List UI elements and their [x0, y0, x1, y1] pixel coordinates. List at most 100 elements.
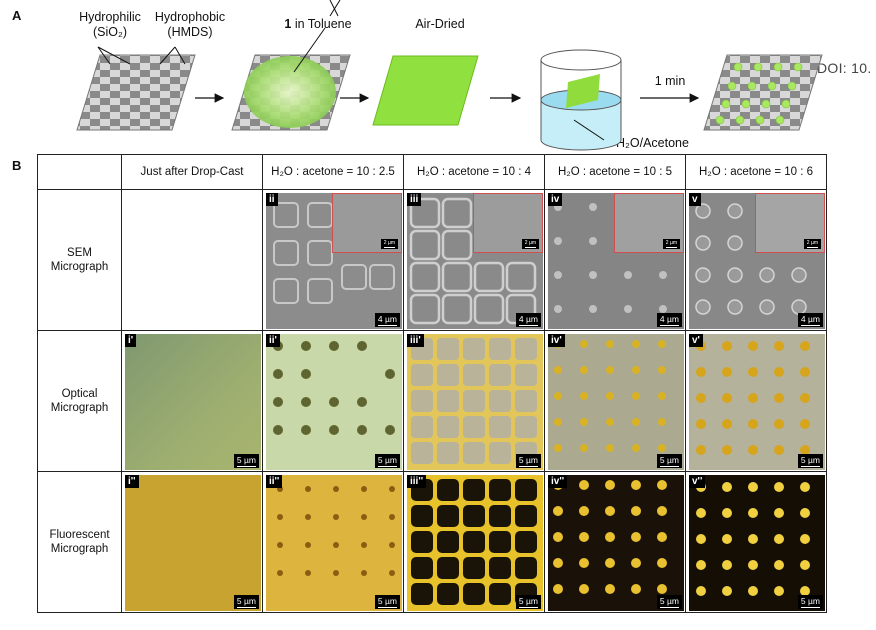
scale-bar: 5 µm [374, 453, 400, 468]
sem-cell-iii: 2 µm iii 4 µm [403, 189, 545, 331]
sem-inset-iii: 2 µm [473, 193, 543, 253]
scale-bar: 4 µm [797, 312, 823, 327]
panel-tag-iii-dprime: iii'' [407, 475, 427, 488]
optical-row: Optical Micrograph i' 5 µm ii' 5 µm [37, 330, 827, 472]
optical-row-title: Optical Micrograph [37, 330, 122, 472]
hydrophobic-pointer [159, 46, 176, 65]
sem-cell-i [121, 189, 263, 331]
toluene-text: in Toluene [291, 17, 352, 31]
col-header-ratio-6: H₂O : acetone = 10 : 6 [685, 154, 827, 190]
sem-row-title: SEM Micrograph [37, 189, 122, 331]
row-title-line1: Optical [61, 388, 98, 400]
scale-bar: 4 µm [656, 312, 682, 327]
inset-scale-bar: 2 µm [380, 238, 398, 249]
optical-cell-v: v' 5 µm [685, 330, 827, 472]
corner-cell [37, 154, 122, 190]
optical-image-v [689, 334, 825, 470]
panel-tag-v-prime: v' [689, 334, 703, 347]
panel-tag-v: v [689, 193, 701, 206]
sio2-text: (SiO₂) [92, 25, 127, 39]
panel-a-schematic [76, 0, 823, 151]
scale-bar: 5 µm [656, 453, 682, 468]
sem-image-iv: 2 µm [548, 193, 684, 329]
sem-image-iii: 2 µm [407, 193, 543, 329]
scale-bar: 5 µm [797, 453, 823, 468]
sem-image-ii: 2 µm [266, 193, 402, 329]
optical-image-i [125, 334, 261, 470]
col-header-ratio-2-5: H₂O : acetone = 10 : 2.5 [262, 154, 404, 190]
fluor-cell-ii: ii'' 5 µm [262, 471, 404, 613]
fluorescent-row-title: Fluorescent Micrograph [37, 471, 122, 613]
inset-scale-bar: 2 µm [521, 238, 539, 249]
hydrophilic-pointer-2 [97, 46, 131, 65]
sem-image-v: 2 µm [689, 193, 825, 329]
row-title-line1: Fluorescent [49, 529, 110, 541]
fluor-cell-iii: iii'' 5 µm [403, 471, 545, 613]
substrate-airdried [372, 55, 479, 126]
row-title-line2: Micrograph [50, 261, 109, 273]
hydrophilic-label: Hydrophilic (SiO₂) [70, 10, 150, 40]
row-title-line2: Micrograph [50, 402, 109, 414]
sem-cell-iv: 2 µm iv 4 µm [544, 189, 686, 331]
fluor-image-i [125, 475, 261, 611]
doi-text: DOI: 10. [817, 60, 872, 76]
sem-inset-iv: 2 µm [614, 193, 684, 253]
optical-image-ii [266, 334, 402, 470]
fluorescent-row: Fluorescent Micrograph i'' 5 µm ii'' 5 µ… [37, 471, 827, 613]
optical-cell-iv: iv' 5 µm [544, 330, 686, 472]
microsphere-array [715, 62, 803, 125]
panel-b-letter: B [12, 158, 22, 173]
row-title-line2: Micrograph [50, 543, 109, 555]
fluor-cell-v: v'' 5 µm [685, 471, 827, 613]
panel-tag-iv-dprime: iv'' [548, 475, 568, 488]
scale-bar: 5 µm [656, 594, 682, 609]
compound-number: 1 [284, 17, 292, 31]
toluene-drop [244, 56, 336, 128]
optical-cell-iii: iii' 5 µm [403, 330, 545, 472]
row-title-line1: SEM [67, 247, 92, 259]
substrate-bare [76, 54, 196, 131]
time-label: 1 min [654, 74, 686, 88]
col-header-ratio-4: H₂O : acetone = 10 : 4 [403, 154, 545, 190]
pipette-icon-2 [329, 0, 341, 17]
panel-tag-iii: iii [407, 193, 422, 206]
hydrophobic-label: Hydrophobic (HMDS) [148, 10, 232, 40]
hydrophilic-text: Hydrophilic [79, 10, 141, 24]
scale-bar: 4 µm [374, 312, 400, 327]
optical-image-iii [407, 334, 543, 470]
sem-row: SEM Micrograph 2 µm ii 4 µm 2 µ [37, 189, 827, 331]
col-header-ratio-5: H₂O : acetone = 10 : 5 [544, 154, 686, 190]
hmds-text: (HMDS) [167, 25, 213, 39]
fluor-image-v [689, 475, 825, 611]
panel-tag-i-dprime: i'' [125, 475, 139, 488]
panel-tag-iii-prime: iii' [407, 334, 424, 347]
optical-image-iv [548, 334, 684, 470]
col-header-dropcast: Just after Drop-Cast [121, 154, 263, 190]
substrate-patterned [703, 54, 823, 131]
fluor-image-ii [266, 475, 402, 611]
hydrophilic-pointer [97, 46, 111, 65]
scale-bar: 4 µm [515, 312, 541, 327]
panel-tag-v-dprime: v'' [689, 475, 706, 488]
inset-scale-bar: 2 µm [662, 238, 680, 249]
sem-cell-v: 2 µm v 4 µm [685, 189, 827, 331]
panel-tag-ii-prime: ii' [266, 334, 280, 347]
scale-bar: 5 µm [797, 594, 823, 609]
scale-bar: 5 µm [515, 594, 541, 609]
hydrophobic-pointer-2 [174, 46, 186, 65]
pipette-icon [329, 0, 339, 17]
sem-cell-ii: 2 µm ii 4 µm [262, 189, 404, 331]
optical-cell-ii: ii' 5 µm [262, 330, 404, 472]
micrograph-table: Just after Drop-Cast H₂O : acetone = 10 … [37, 154, 827, 613]
optical-cell-i: i' 5 µm [121, 330, 263, 472]
panel-tag-i-prime: i' [125, 334, 137, 347]
fluor-cell-i: i'' 5 µm [121, 471, 263, 613]
scale-bar: 5 µm [515, 453, 541, 468]
sem-inset-ii: 2 µm [332, 193, 402, 253]
scale-bar: 5 µm [374, 594, 400, 609]
panel-tag-ii-dprime: ii'' [266, 475, 283, 488]
fluor-cell-iv: iv'' 5 µm [544, 471, 686, 613]
panel-tag-iv-prime: iv' [548, 334, 565, 347]
hydrophobic-text: Hydrophobic [154, 10, 226, 24]
panel-tag-iv: iv [548, 193, 563, 206]
